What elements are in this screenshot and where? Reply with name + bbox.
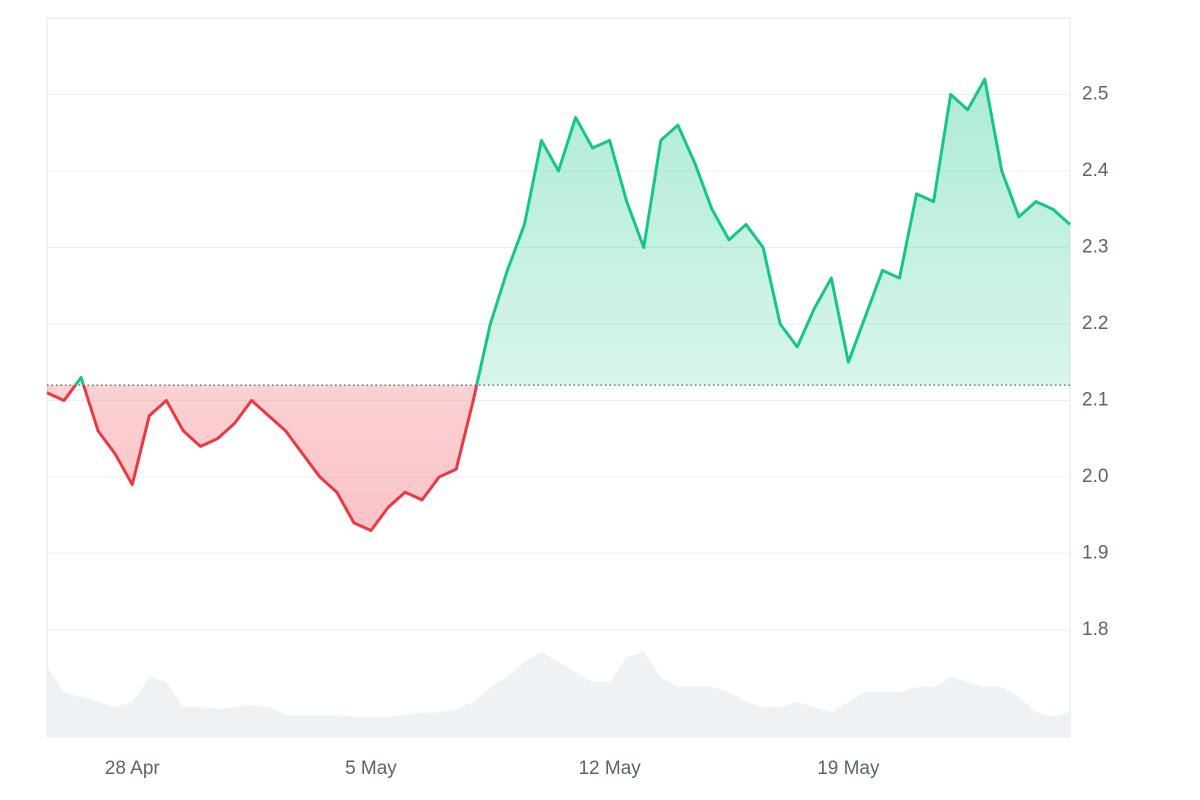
y-tick-label: 1.8	[1082, 619, 1108, 640]
volume-area	[47, 652, 1070, 737]
y-tick-label: 2.1	[1082, 389, 1108, 410]
x-tick-label: 19 May	[817, 758, 880, 779]
area-up	[75, 79, 1070, 386]
x-tick-label: 12 May	[578, 758, 641, 779]
y-tick-label: 2.2	[1082, 313, 1108, 334]
y-tick-label: 2.3	[1082, 236, 1108, 257]
line-down	[46, 385, 479, 532]
y-tick-label: 2.5	[1082, 84, 1108, 105]
x-tick-label: 28 Apr	[105, 758, 161, 779]
y-tick-label: 1.9	[1082, 542, 1108, 563]
x-tick-label: 5 May	[345, 758, 397, 779]
area-down	[47, 385, 1070, 531]
line-up	[73, 77, 1072, 386]
y-tick-label: 2.4	[1082, 160, 1109, 181]
y-tick-label: 2.0	[1082, 466, 1108, 487]
